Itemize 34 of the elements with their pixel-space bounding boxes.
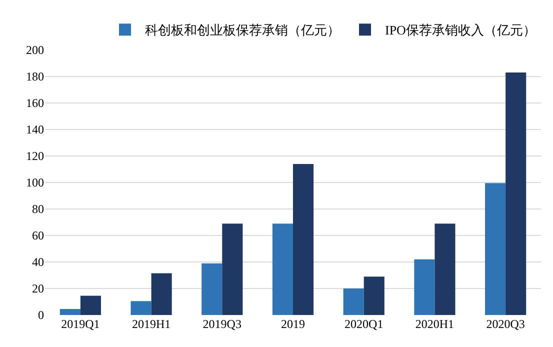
bar <box>485 183 506 315</box>
y-tick-label: 120 <box>26 149 44 164</box>
y-tick-label: 180 <box>26 70 44 84</box>
bar <box>506 72 526 315</box>
y-tick-label: 60 <box>32 228 44 243</box>
y-tick-label: 80 <box>32 202 44 216</box>
bar <box>272 224 293 315</box>
legend-label: 科创板和创业板保荐承销（亿元） <box>145 22 340 38</box>
x-tick-label: 2019 <box>281 317 305 331</box>
y-tick-label: 0 <box>38 308 44 322</box>
x-tick-label: 2019H1 <box>132 317 171 331</box>
x-tick-label: 2019Q3 <box>202 317 242 331</box>
bar <box>202 263 222 315</box>
x-tick-label: 2020Q1 <box>344 317 384 331</box>
y-tick-label: 160 <box>26 96 44 110</box>
x-tick-label: 2020H1 <box>415 317 454 331</box>
bar <box>60 309 80 315</box>
x-tick-label: 2019Q1 <box>61 317 100 331</box>
y-tick-label: 20 <box>32 282 44 296</box>
bar <box>364 276 384 315</box>
bar <box>434 224 456 315</box>
y-tick-label: 40 <box>32 255 44 270</box>
bar <box>80 296 101 315</box>
x-tick-label: 2020Q3 <box>486 317 525 331</box>
y-tick-label: 140 <box>26 122 44 137</box>
bar <box>151 273 172 315</box>
bar <box>343 288 364 315</box>
bar <box>293 164 314 315</box>
bar <box>130 301 152 315</box>
bar <box>222 224 243 315</box>
bar <box>414 259 435 315</box>
y-tick-label: 200 <box>26 43 44 58</box>
legend-label: IPO保荐承销收入（亿元） <box>385 22 536 38</box>
y-tick-label: 100 <box>26 176 44 190</box>
